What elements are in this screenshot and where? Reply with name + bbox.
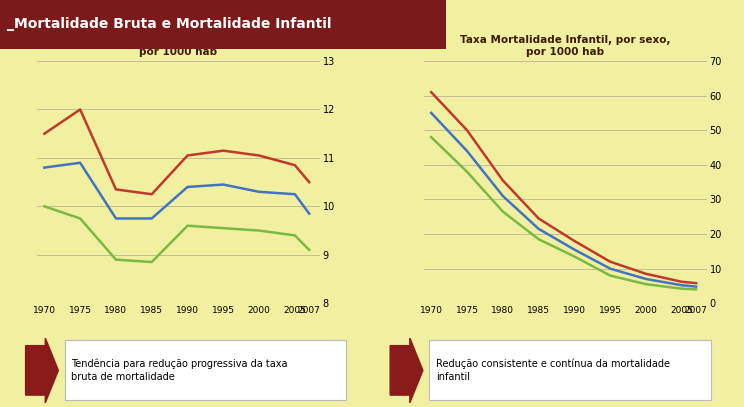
Text: Redução consistente e contínua da mortalidade
infantil: Redução consistente e contínua da mortal…: [436, 359, 670, 382]
Polygon shape: [390, 338, 423, 403]
Text: Tendência para redução progressiva da taxa
bruta de mortalidade: Tendência para redução progressiva da ta…: [71, 359, 288, 382]
Legend: Total, Homens, Mulheres: Total, Homens, Mulheres: [65, 350, 264, 367]
Title: Taxa Mortalidade Infantil, por sexo,
por 1000 hab: Taxa Mortalidade Infantil, por sexo, por…: [461, 35, 670, 57]
Polygon shape: [25, 338, 58, 403]
Text: _Mortalidade Bruta e Mortalidade Infantil: _Mortalidade Bruta e Mortalidade Infanti…: [7, 18, 332, 31]
Legend: Total, Homens: Total, Homens: [489, 350, 614, 367]
FancyBboxPatch shape: [65, 340, 347, 400]
FancyBboxPatch shape: [429, 340, 711, 400]
Title: Taxa Bruta de Mortalidade, por sexo,
por 1000 hab: Taxa Bruta de Mortalidade, por sexo, por…: [69, 35, 288, 57]
